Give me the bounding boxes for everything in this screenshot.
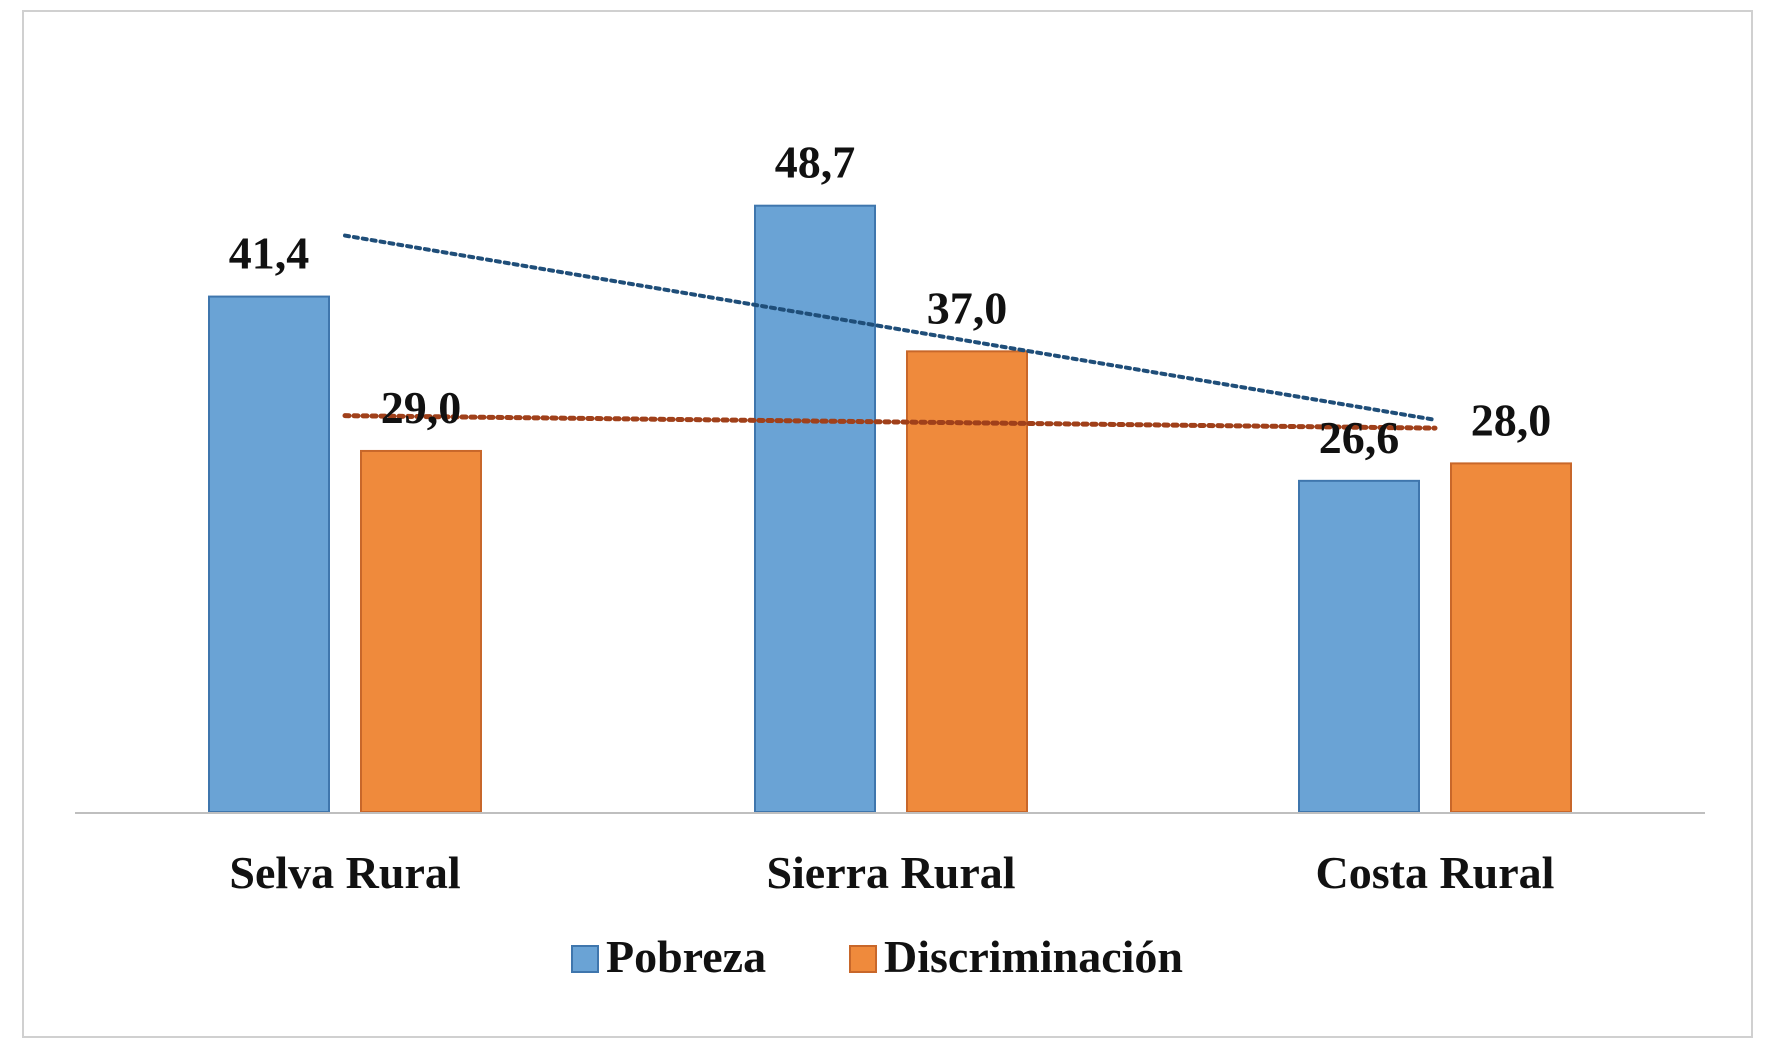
x-tick-label-1: Sierra Rural <box>766 847 1015 898</box>
legend-label-pobreza: Pobreza <box>606 931 766 982</box>
legend-swatch-pobreza <box>571 945 599 973</box>
data-label-pobreza-2: 26,6 <box>1319 412 1400 463</box>
trendline-pobreza <box>343 233 1437 422</box>
x-tick-label-2: Costa Rural <box>1316 847 1555 898</box>
data-label-pobreza-1: 48,7 <box>775 137 856 188</box>
trendline-discriminacin <box>342 413 1438 431</box>
bar-discriminacin-2 <box>1450 462 1572 813</box>
data-label-discriminacin-1: 37,0 <box>927 282 1008 333</box>
bar-discriminacin-0 <box>360 449 482 813</box>
bar-discriminacin-1 <box>906 350 1028 813</box>
bar-pobreza-2 <box>1298 479 1420 813</box>
data-label-discriminacin-2: 28,0 <box>1471 394 1552 445</box>
bar-pobreza-1 <box>754 204 876 813</box>
data-label-discriminacin-0: 29,0 <box>381 382 462 433</box>
legend-label-discriminacin: Discriminación <box>884 931 1183 982</box>
x-tick-label-0: Selva Rural <box>229 847 460 898</box>
bar-pobreza-0 <box>208 295 330 813</box>
data-label-pobreza-0: 41,4 <box>229 228 310 279</box>
legend-swatch-discriminacin <box>849 945 877 973</box>
